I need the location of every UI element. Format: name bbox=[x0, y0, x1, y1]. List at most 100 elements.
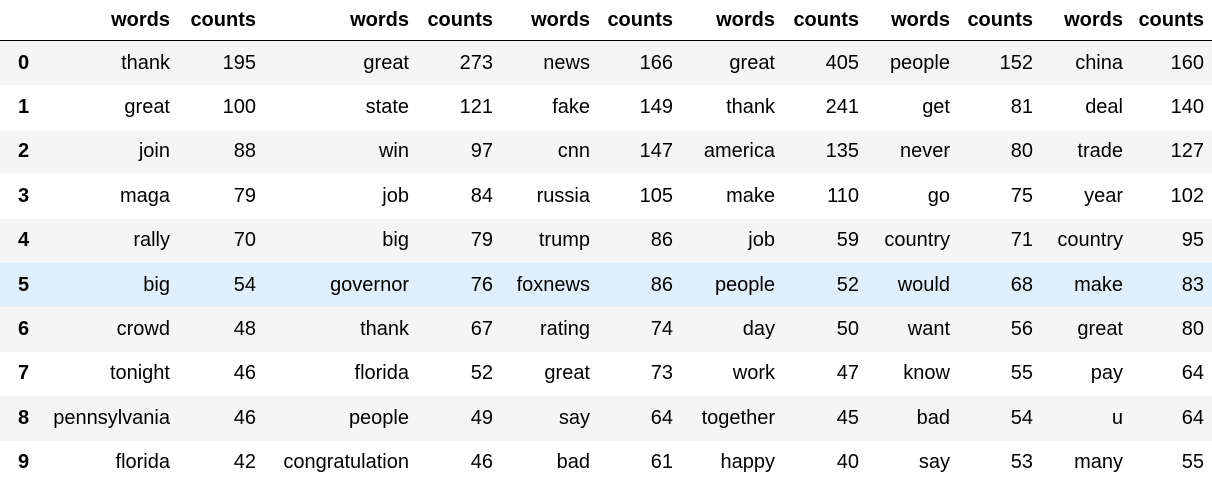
table-row: 9 florida 42 congratulation 46 bad 61 happy 40 sa… bbox=[0, 441, 1212, 485]
count-cell: 55 bbox=[1010, 362, 1033, 385]
count-cell: 64 bbox=[1181, 362, 1204, 385]
count-cell: 67 bbox=[470, 318, 493, 341]
count-cell: 45 bbox=[836, 406, 859, 429]
count-cell: 40 bbox=[836, 451, 859, 474]
count-cell: 149 bbox=[639, 96, 673, 119]
count-cell: 80 bbox=[1181, 318, 1204, 341]
column-header-counts-5: counts bbox=[1131, 0, 1212, 41]
word-cell: u bbox=[1111, 406, 1123, 429]
word-cell: say bbox=[918, 451, 950, 474]
word-cell: pay bbox=[1090, 362, 1123, 385]
word-cell: day bbox=[742, 318, 775, 341]
word-cell: america bbox=[703, 140, 775, 163]
count-cell: 80 bbox=[1010, 140, 1033, 163]
count-cell: 147 bbox=[639, 140, 673, 163]
word-cell: state bbox=[365, 96, 409, 119]
count-cell: 61 bbox=[650, 451, 673, 474]
word-cell: people bbox=[348, 406, 409, 429]
word-cell: great bbox=[1077, 318, 1123, 341]
row-index: 7 bbox=[18, 362, 30, 385]
word-cell: bad bbox=[916, 406, 950, 429]
count-cell: 73 bbox=[650, 362, 673, 385]
word-cell: people bbox=[889, 51, 950, 74]
count-cell: 152 bbox=[999, 51, 1033, 74]
column-header-counts-3: counts bbox=[783, 0, 867, 41]
column-header-counts-1: counts bbox=[417, 0, 501, 41]
word-cell: trade bbox=[1077, 140, 1123, 163]
count-cell: 68 bbox=[1010, 273, 1033, 296]
word-cell: go bbox=[927, 184, 950, 207]
word-cell: job bbox=[748, 229, 775, 252]
row-index: 5 bbox=[18, 273, 30, 296]
word-cell: cnn bbox=[557, 140, 590, 163]
count-cell: 81 bbox=[1010, 96, 1033, 119]
column-header-counts-0: counts bbox=[178, 0, 264, 41]
word-cell: news bbox=[543, 51, 590, 74]
count-cell: 56 bbox=[1010, 318, 1033, 341]
word-cell: maga bbox=[119, 184, 170, 207]
word-cell: governor bbox=[330, 273, 409, 296]
column-header-words-0: words bbox=[38, 0, 178, 41]
word-cell: happy bbox=[720, 451, 776, 474]
count-cell: 79 bbox=[233, 184, 256, 207]
count-cell: 83 bbox=[1181, 273, 1204, 296]
word-cell: thank bbox=[360, 318, 409, 341]
count-cell: 49 bbox=[470, 406, 493, 429]
row-index: 6 bbox=[18, 318, 30, 341]
count-cell: 46 bbox=[233, 406, 256, 429]
count-cell: 110 bbox=[827, 184, 859, 207]
count-cell: 273 bbox=[459, 51, 493, 74]
word-cell: win bbox=[378, 140, 409, 163]
dataframe-table: words counts words counts words counts words co… bbox=[0, 0, 1212, 485]
word-cell: make bbox=[726, 184, 775, 207]
row-index: 0 bbox=[18, 51, 30, 74]
word-cell: together bbox=[701, 406, 775, 429]
count-cell: 195 bbox=[222, 51, 256, 74]
word-cell: people bbox=[714, 273, 775, 296]
count-cell: 70 bbox=[233, 229, 256, 252]
count-cell: 86 bbox=[650, 229, 673, 252]
count-cell: 47 bbox=[836, 362, 859, 385]
count-cell: 54 bbox=[233, 273, 256, 296]
word-cell: never bbox=[899, 140, 950, 163]
column-header-words-5: words bbox=[1041, 0, 1131, 41]
word-cell: thank bbox=[121, 51, 170, 74]
word-cell: would bbox=[897, 273, 950, 296]
count-cell: 64 bbox=[1181, 406, 1204, 429]
count-cell: 79 bbox=[470, 229, 493, 252]
word-cell: want bbox=[907, 318, 950, 341]
word-cell: thank bbox=[726, 96, 775, 119]
count-cell: 88 bbox=[233, 140, 256, 163]
count-cell: 86 bbox=[650, 273, 673, 296]
word-cell: pennsylvania bbox=[53, 406, 170, 429]
row-index: 4 bbox=[18, 229, 30, 252]
count-cell: 121 bbox=[459, 96, 493, 119]
count-cell: 71 bbox=[1010, 229, 1033, 252]
count-cell: 166 bbox=[639, 51, 673, 74]
table-row: 3 maga 79 job 84 russia 105 make 110 go 75 year 102 bbox=[0, 174, 1212, 218]
word-cell: get bbox=[922, 96, 950, 119]
count-cell: 59 bbox=[836, 229, 859, 252]
word-cell: russia bbox=[536, 184, 590, 207]
table-row: 0 thank 195 great 273 news 166 great 405 people 15… bbox=[0, 40, 1212, 86]
header-row: words counts words counts words counts words co… bbox=[0, 0, 1212, 41]
count-cell: 160 bbox=[1170, 51, 1204, 74]
count-cell: 52 bbox=[836, 273, 859, 296]
word-cell: many bbox=[1074, 451, 1123, 474]
count-cell: 64 bbox=[650, 406, 673, 429]
word-cell: job bbox=[382, 184, 409, 207]
table-row: 6 crowd 48 thank 67 rating 74 day 50 want 56 great 8… bbox=[0, 307, 1212, 352]
word-cell: florida bbox=[115, 451, 170, 474]
table-row: 7 tonight 46 florida 52 great 73 work 47 know 55 pa… bbox=[0, 352, 1212, 396]
word-cell: big bbox=[143, 273, 170, 296]
count-cell: 100 bbox=[222, 96, 256, 119]
word-cell: congratulation bbox=[283, 451, 409, 474]
word-cell: make bbox=[1074, 273, 1123, 296]
word-cell: year bbox=[1084, 184, 1123, 207]
table-body: 0 thank 195 great 273 news 166 great 405 people 15… bbox=[0, 40, 1212, 485]
column-header-words-4: words bbox=[867, 0, 958, 41]
count-cell: 97 bbox=[470, 140, 493, 163]
word-cell: know bbox=[903, 362, 950, 385]
word-cell: bad bbox=[556, 451, 590, 474]
count-cell: 105 bbox=[639, 184, 673, 207]
